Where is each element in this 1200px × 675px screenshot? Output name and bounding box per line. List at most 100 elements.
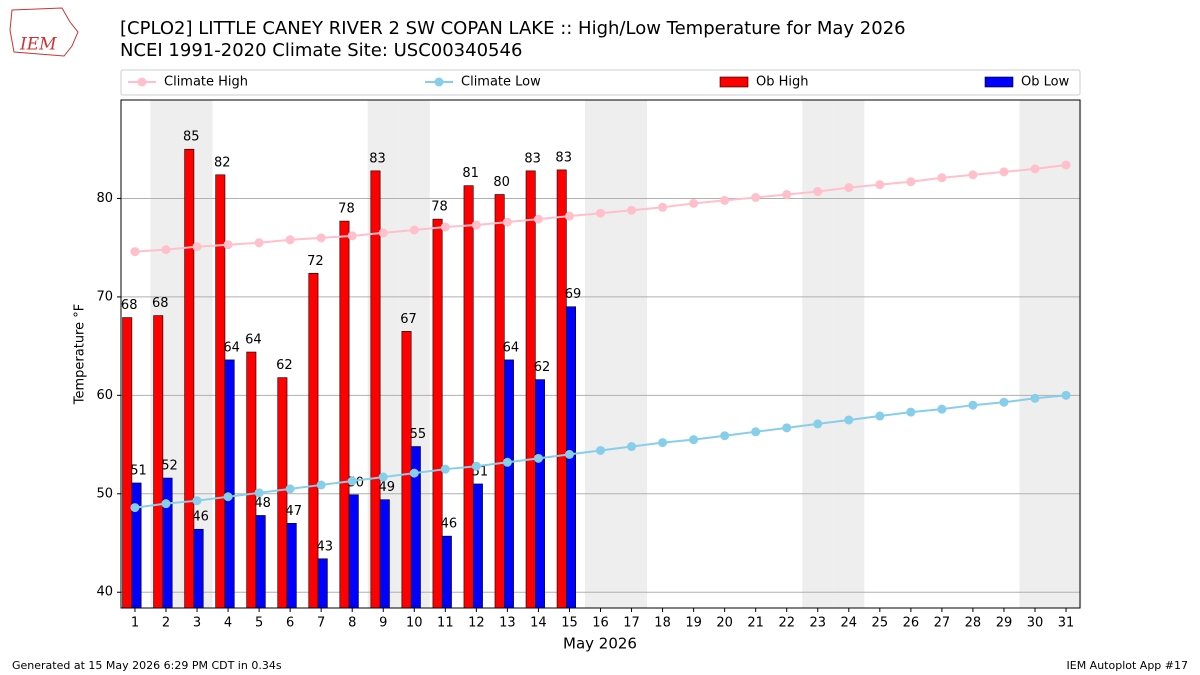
- x-tick-label: 25: [872, 616, 889, 631]
- plot-frame: [120, 99, 1081, 609]
- x-tick-label: 4: [224, 616, 232, 631]
- bar: [246, 351, 257, 609]
- bar: [308, 272, 319, 609]
- bar: [535, 379, 545, 609]
- chart-subtitle: NCEI 1991-2020 Climate Site: USC00340546: [120, 40, 522, 61]
- data-label: 83: [524, 151, 541, 166]
- line-marker: [471, 461, 481, 471]
- data-label: 80: [493, 175, 510, 190]
- data-label: 55: [410, 427, 427, 442]
- line-marker: [937, 173, 947, 183]
- legend-label: Climate High: [164, 75, 248, 90]
- line-marker: [689, 198, 699, 208]
- bar: [494, 194, 505, 609]
- x-tick-label: 30: [1027, 616, 1044, 631]
- line-marker: [999, 167, 1009, 177]
- x-tick-label: 19: [685, 616, 702, 631]
- x-tick-label: 29: [996, 616, 1013, 631]
- data-label: 83: [555, 150, 572, 165]
- x-tick-label: 13: [499, 616, 516, 631]
- bar: [215, 174, 226, 609]
- line-marker: [161, 499, 171, 509]
- data-label: 64: [223, 340, 240, 355]
- line-marker: [627, 442, 637, 452]
- line-marker: [658, 202, 668, 212]
- logo: IEM: [9, 7, 79, 57]
- data-label: 52: [161, 459, 178, 474]
- bar: [184, 148, 195, 609]
- data-label: 78: [338, 202, 355, 217]
- line-marker: [968, 400, 978, 410]
- line-marker: [161, 245, 171, 255]
- y-tick-label: 80: [96, 191, 113, 206]
- data-label: 51: [130, 463, 147, 478]
- bar: [370, 170, 381, 609]
- y-axis-label: Temperature °F: [73, 304, 88, 405]
- line-marker: [130, 503, 140, 513]
- line-marker: [347, 231, 357, 241]
- bar: [556, 169, 567, 609]
- bar: [162, 477, 173, 609]
- y-tick-label: 70: [96, 289, 113, 304]
- line-marker: [223, 492, 233, 502]
- data-label: 68: [152, 296, 169, 311]
- line-marker: [533, 214, 543, 224]
- x-tick-label: 31: [1058, 616, 1075, 631]
- line-marker: [906, 407, 916, 417]
- logo-text: IEM: [19, 35, 57, 55]
- bar: [463, 185, 474, 609]
- shaded-day: [833, 100, 865, 608]
- line-marker: [471, 220, 481, 230]
- x-tick-label: 23: [809, 616, 826, 631]
- line-marker: [533, 453, 543, 463]
- line-marker: [627, 205, 637, 215]
- line-marker: [254, 238, 264, 248]
- x-tick-label: 6: [286, 616, 294, 631]
- data-label: 81: [462, 166, 479, 181]
- data-label: 72: [307, 254, 324, 269]
- bar: [441, 535, 452, 609]
- data-label: 47: [285, 504, 302, 519]
- line-marker: [409, 225, 419, 235]
- line-marker: [999, 397, 1009, 407]
- line-marker: [378, 472, 388, 482]
- data-label: 82: [214, 155, 231, 170]
- bar: [224, 359, 235, 609]
- line-marker: [596, 445, 605, 455]
- line-marker: [130, 247, 140, 257]
- line-marker: [1061, 390, 1071, 400]
- line-marker: [844, 415, 854, 425]
- line-marker: [906, 177, 916, 187]
- line-marker: [223, 240, 233, 250]
- shaded-day: [1019, 100, 1051, 608]
- legend-marker: [137, 77, 147, 87]
- line-marker: [502, 217, 512, 227]
- line-marker: [751, 192, 761, 202]
- shaded-day: [1050, 100, 1082, 608]
- data-label: 85: [183, 130, 200, 145]
- bar: [277, 377, 288, 609]
- legend-swatch: [984, 76, 1014, 88]
- data-label: 78: [431, 200, 448, 215]
- line-marker: [658, 438, 668, 448]
- x-tick-label: 20: [716, 616, 733, 631]
- x-tick-label: 18: [654, 616, 671, 631]
- shaded-day: [584, 100, 617, 608]
- data-label: 49: [379, 480, 396, 495]
- line-marker: [502, 457, 512, 467]
- legend-label: Climate Low: [461, 75, 541, 90]
- line-marker: [782, 190, 792, 200]
- bar: [503, 359, 514, 609]
- data-label: 83: [369, 151, 386, 166]
- bar: [379, 499, 390, 609]
- x-tick-label: 3: [193, 616, 201, 631]
- line-marker: [316, 233, 326, 243]
- x-tick-label: 16: [592, 616, 609, 631]
- x-tick-label: 7: [317, 616, 325, 631]
- line-marker: [564, 211, 574, 221]
- bar: [131, 482, 142, 609]
- line-marker: [720, 195, 730, 205]
- data-label: 46: [441, 517, 458, 532]
- bar: [286, 523, 297, 609]
- legend-box: [120, 69, 1081, 96]
